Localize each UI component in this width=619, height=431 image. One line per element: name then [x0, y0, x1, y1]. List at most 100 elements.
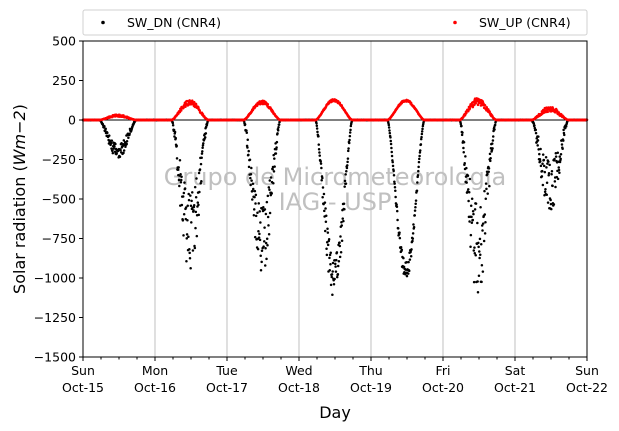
x-tick-label-date: Oct-18	[278, 380, 320, 395]
data-point	[336, 264, 340, 268]
grid-lines	[154, 41, 516, 357]
data-point	[247, 165, 251, 169]
data-point	[200, 180, 203, 183]
data-point	[550, 207, 553, 211]
data-point	[391, 160, 394, 164]
data-point	[484, 221, 487, 224]
data-point	[194, 210, 198, 214]
data-point	[273, 165, 276, 168]
data-point	[195, 234, 199, 238]
data-point	[263, 208, 267, 211]
plot-area	[83, 41, 587, 357]
data-point	[389, 136, 392, 139]
data-point	[534, 131, 538, 135]
data-point	[193, 244, 196, 248]
data-point	[199, 182, 202, 185]
data-point	[479, 253, 482, 256]
data-point	[349, 128, 352, 132]
data-point	[483, 213, 487, 216]
data-point	[342, 202, 346, 206]
data-point	[181, 195, 185, 198]
data-point	[536, 139, 540, 142]
data-point	[558, 171, 561, 175]
data-point	[326, 231, 330, 234]
data-point	[348, 131, 352, 134]
data-point	[556, 151, 560, 154]
data-point	[103, 124, 106, 128]
data-point	[468, 177, 472, 181]
data-point	[467, 190, 471, 194]
data-point	[391, 164, 395, 168]
data-point	[411, 232, 415, 235]
data-point	[545, 181, 549, 185]
data-point	[321, 176, 324, 180]
data-point	[493, 128, 496, 131]
data-point	[316, 130, 319, 134]
data-point	[338, 255, 342, 259]
data-point	[127, 136, 130, 140]
data-point	[263, 264, 267, 267]
data-point	[412, 223, 415, 226]
data-point	[395, 203, 398, 206]
data-point	[275, 146, 278, 149]
x-tick-label-date: Oct-21	[494, 380, 536, 395]
data-point	[329, 251, 332, 254]
data-point	[484, 182, 488, 185]
data-point	[253, 189, 257, 193]
x-tick-label-weekday: Fri	[436, 363, 451, 378]
data-point	[197, 171, 201, 175]
data-point	[407, 272, 410, 275]
data-point	[181, 219, 185, 222]
data-point	[254, 202, 257, 205]
data-point	[324, 220, 328, 224]
data-point	[171, 124, 175, 127]
data-point	[334, 265, 337, 268]
data-point	[480, 264, 484, 267]
legend-marker-sw-up	[453, 20, 457, 25]
data-point	[348, 134, 352, 138]
data-point	[338, 241, 341, 244]
data-point	[491, 135, 495, 138]
data-point	[491, 142, 494, 145]
data-point	[253, 195, 256, 199]
data-point	[317, 148, 321, 151]
data-point	[389, 139, 393, 143]
data-point	[110, 139, 114, 142]
data-point	[186, 219, 189, 222]
data-point	[267, 186, 271, 189]
y-tick-label: −250	[42, 152, 76, 167]
data-point	[489, 159, 492, 163]
data-point	[412, 225, 416, 229]
data-point	[111, 149, 114, 152]
data-point	[462, 146, 465, 150]
data-point	[177, 178, 181, 182]
data-point	[191, 191, 194, 194]
data-point	[476, 291, 480, 294]
data-point	[245, 129, 248, 132]
data-point	[398, 231, 401, 234]
data-point	[183, 181, 186, 184]
data-point	[553, 180, 557, 183]
data-point	[204, 132, 208, 135]
data-point	[541, 153, 545, 156]
data-point	[266, 215, 270, 219]
data-point	[252, 214, 256, 217]
data-point	[476, 221, 479, 225]
data-point	[179, 180, 183, 184]
data-point	[122, 139, 126, 142]
data-point	[328, 253, 332, 257]
data-point	[252, 208, 256, 211]
data-point	[318, 151, 321, 154]
data-point	[415, 189, 419, 193]
y-axis-title-unit: Wm−2	[10, 110, 29, 165]
data-point	[479, 205, 482, 209]
data-point	[128, 132, 131, 135]
data-point	[251, 198, 254, 201]
data-point	[180, 203, 184, 207]
data-point	[268, 188, 271, 191]
data-point	[546, 162, 549, 165]
data-point	[264, 241, 268, 245]
x-tick-label-weekday: Sun	[71, 363, 95, 378]
legend-marker-sw-dn	[101, 20, 105, 25]
